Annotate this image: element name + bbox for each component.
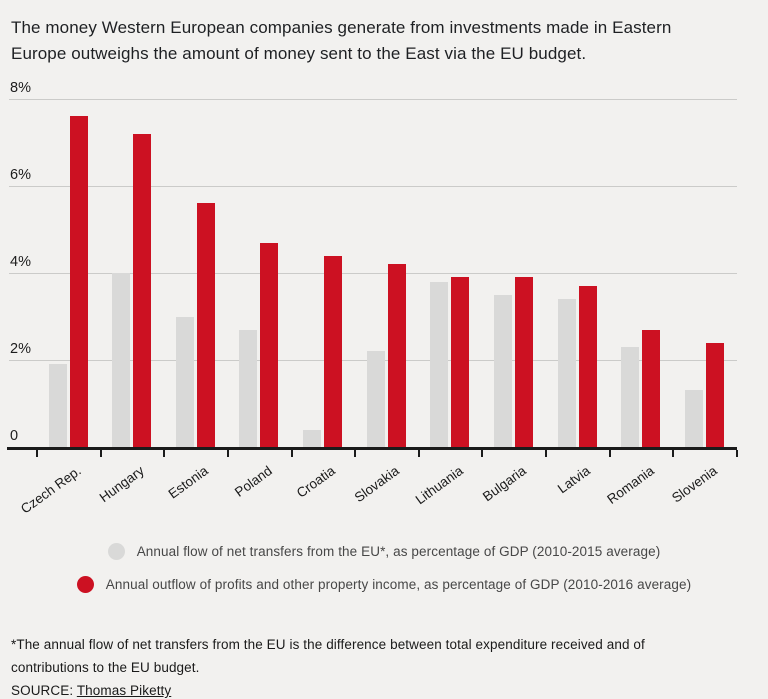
gridline bbox=[9, 99, 737, 100]
y-tick-label: 4% bbox=[10, 254, 31, 270]
legend-item-profit-outflow: Annual outflow of profits and other prop… bbox=[0, 568, 768, 601]
bar-outflow-lithuania bbox=[451, 277, 470, 447]
gridline bbox=[9, 186, 737, 187]
x-axis-tick bbox=[354, 450, 357, 457]
bar-outflow-latvia bbox=[578, 286, 597, 447]
bar-outflow-romania bbox=[642, 329, 661, 447]
x-axis-tick bbox=[36, 450, 38, 457]
bar-transfers-slovakia bbox=[366, 351, 385, 447]
x-axis-tick bbox=[608, 450, 611, 457]
legend-label: Annual outflow of profits and other prop… bbox=[105, 577, 692, 592]
bar-outflow-slovenia bbox=[705, 342, 724, 447]
bar-outflow-czech-rep bbox=[69, 116, 88, 447]
bar-transfers-croatia bbox=[303, 429, 322, 447]
bar-outflow-poland bbox=[260, 242, 279, 447]
source-line: SOURCE: Thomas Piketty bbox=[11, 679, 748, 699]
chart-legend: Annual flow of net transfers from the EU… bbox=[0, 533, 768, 601]
x-axis-tick bbox=[481, 450, 484, 457]
gridline bbox=[9, 273, 737, 274]
bar-transfers-bulgaria bbox=[493, 294, 512, 447]
bar-transfers-poland bbox=[239, 329, 258, 447]
bar-outflow-bulgaria bbox=[514, 277, 533, 447]
y-tick-label: 6% bbox=[10, 167, 31, 183]
footnote: *The annual flow of net transfers from t… bbox=[11, 637, 645, 675]
bar-outflow-hungary bbox=[133, 133, 152, 447]
gray-dot-icon bbox=[107, 543, 125, 560]
x-axis-tick bbox=[417, 450, 420, 457]
x-axis-line bbox=[7, 447, 737, 450]
bar-transfers-slovenia bbox=[684, 390, 703, 447]
chart-title: The money Western European companies gen… bbox=[11, 18, 672, 63]
footer-block: *The annual flow of net transfers from t… bbox=[0, 601, 768, 699]
source-link[interactable]: Thomas Piketty bbox=[76, 683, 172, 698]
grouped-bar-chart: 0 2% 4% 6% 8% Czech Rep. Hungary Estonia Poland C… bbox=[0, 78, 768, 533]
bar-outflow-croatia bbox=[324, 255, 343, 447]
bar-transfers-estonia bbox=[175, 316, 194, 447]
legend-item-net-transfers: Annual flow of net transfers from the EU… bbox=[0, 535, 768, 568]
x-axis-tick bbox=[99, 450, 102, 457]
y-tick-label: 0 bbox=[10, 428, 19, 444]
source-label: SOURCE: bbox=[11, 683, 74, 698]
x-axis-tick bbox=[226, 450, 229, 457]
bar-transfers-romania bbox=[621, 346, 640, 447]
red-dot-icon bbox=[76, 576, 94, 593]
y-tick-label: 8% bbox=[10, 80, 31, 96]
y-tick-label: 2% bbox=[10, 341, 31, 357]
x-axis-tick bbox=[545, 450, 548, 457]
bar-transfers-lithuania bbox=[430, 281, 449, 447]
x-axis-tick bbox=[163, 450, 166, 457]
bar-outflow-estonia bbox=[196, 203, 215, 447]
x-axis-tick bbox=[736, 450, 738, 457]
legend-label: Annual flow of net transfers from the EU… bbox=[136, 544, 661, 559]
x-axis-tick bbox=[672, 450, 675, 457]
bar-transfers-czech-rep bbox=[48, 364, 67, 447]
bar-outflow-slovakia bbox=[387, 264, 406, 447]
bar-transfers-hungary bbox=[112, 273, 131, 447]
bar-transfers-latvia bbox=[557, 299, 576, 447]
title-block: The money Western European companies gen… bbox=[0, 0, 768, 78]
x-axis-tick bbox=[290, 450, 293, 457]
